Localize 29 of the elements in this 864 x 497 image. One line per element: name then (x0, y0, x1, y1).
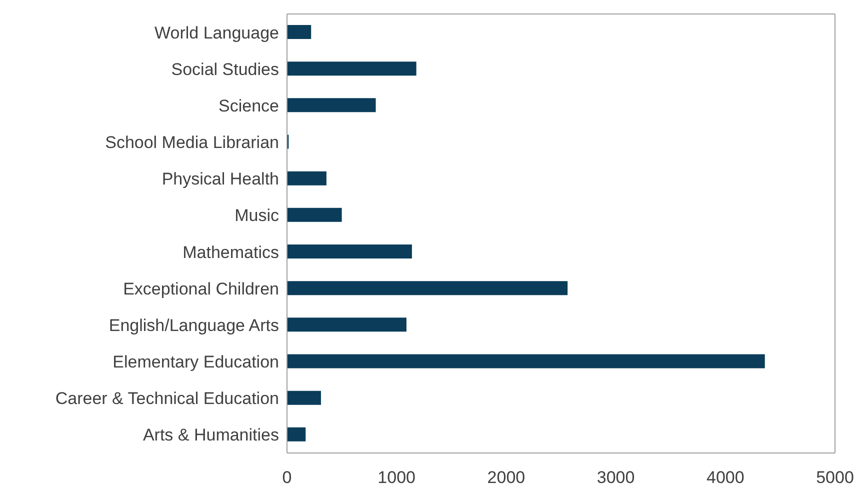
x-tick-label: 0 (282, 468, 292, 488)
y-tick-label: School Media Librarian (105, 133, 279, 152)
y-tick-label: Exceptional Children (123, 279, 279, 298)
y-tick-label: Arts & Humanities (142, 426, 279, 445)
bar (287, 318, 406, 332)
bar (287, 171, 326, 186)
bar (287, 354, 765, 368)
y-tick-label: Elementary Education (112, 352, 279, 372)
bar (287, 390, 321, 405)
y-tick-label: Science (218, 96, 279, 116)
y-tick-label: Physical Health (162, 170, 279, 189)
bar (287, 208, 342, 222)
y-tick-label: Music (234, 206, 280, 226)
x-tick-label: 5000 (816, 468, 854, 488)
bar (287, 281, 568, 296)
y-tick-label: World Language (154, 23, 279, 42)
x-tick-label: 1000 (378, 468, 416, 488)
bar (287, 62, 416, 76)
x-tick-label: 3000 (596, 468, 635, 488)
x-tick-label: 4000 (706, 468, 744, 488)
bar (287, 98, 376, 112)
y-tick-label: English/Language Arts (108, 316, 279, 335)
y-tick-label: Mathematics (182, 242, 279, 262)
bar (287, 25, 312, 39)
y-tick-label: Social Studies (171, 60, 279, 79)
x-tick-label: 2000 (487, 468, 526, 488)
bar (287, 427, 306, 442)
y-tick-label: Career & Technical Education (55, 389, 279, 408)
bar (287, 244, 412, 258)
